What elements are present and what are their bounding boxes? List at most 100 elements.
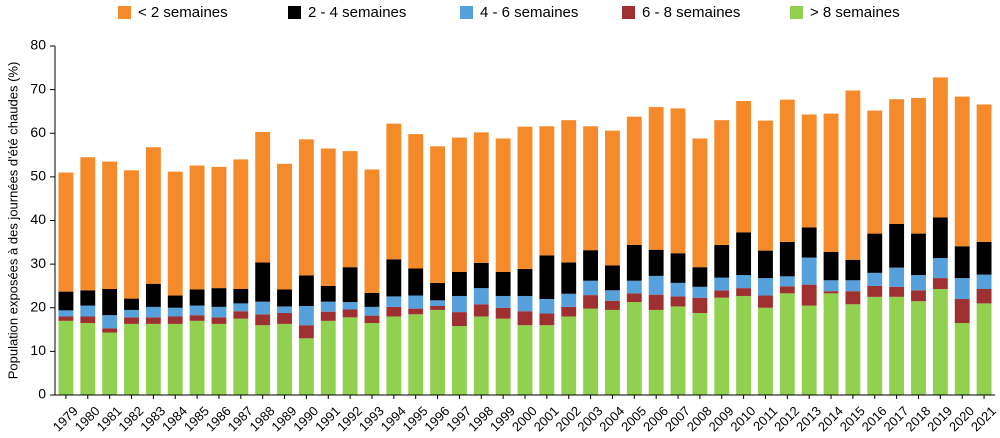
bar-segment-1989-s4 (277, 163, 292, 290)
bar-segment-2010-s3 (736, 232, 752, 276)
bar-segment-1995-s2 (408, 295, 424, 309)
y-tick-label-80: 80 (30, 37, 46, 53)
bar-segment-2018-s3 (911, 233, 926, 276)
bar-segment-2014-s0 (823, 293, 839, 395)
bar-segment-1979-s3 (58, 291, 74, 311)
bar-segment-2003-s3 (583, 250, 599, 281)
bar-segment-2018-s0 (911, 301, 926, 395)
bar-segment-2020-s1 (954, 299, 970, 324)
legend-label-s3: 2 - 4 semaines (308, 4, 406, 21)
bar-segment-1983-s1 (145, 317, 161, 324)
bar-segment-1998-s1 (473, 304, 489, 317)
bar-segment-2000-s2 (517, 295, 533, 312)
bar-segment-1999-s3 (495, 271, 511, 296)
bar-segment-1982-s3 (124, 298, 139, 310)
bar-segment-1993-s2 (364, 306, 380, 316)
bar-segment-1989-s1 (277, 312, 292, 324)
bar-segment-2011-s2 (758, 278, 773, 296)
y-tick-label-40: 40 (30, 211, 46, 227)
bar-segment-2001-s4 (539, 126, 555, 256)
bar-segment-2015-s1 (845, 291, 861, 305)
bar-segment-1989-s2 (277, 306, 292, 313)
bar-segment-2011-s0 (758, 307, 773, 395)
bar-segment-2011-s4 (758, 120, 773, 251)
bar-segment-2019-s4 (932, 77, 948, 218)
bar-segment-1993-s4 (364, 169, 380, 293)
bar-segment-1991-s1 (320, 311, 336, 321)
bar-segment-2017-s3 (889, 223, 905, 268)
bar-segment-1987-s2 (233, 303, 249, 312)
bar-segment-2008-s2 (692, 286, 708, 298)
bar-segment-2007-s4 (670, 108, 686, 254)
bar-segment-1996-s4 (430, 146, 445, 283)
bar-segment-1995-s1 (408, 308, 424, 315)
y-tick-label-30: 30 (30, 255, 46, 271)
bar-segment-1993-s1 (364, 315, 380, 324)
bar-segment-2012-s3 (779, 241, 795, 277)
bar-segment-2021-s2 (976, 274, 992, 289)
bar-segment-2001-s1 (539, 313, 555, 326)
bar-segment-1981-s1 (102, 328, 118, 333)
bar-segment-1995-s3 (408, 268, 424, 296)
legend: < 2 semaines 2 - 4 semaines 4 - 6 semaines… (118, 4, 900, 21)
bar-segment-1990-s1 (298, 325, 314, 339)
bar-segment-2020-s4 (954, 96, 970, 247)
bar-segment-1991-s0 (320, 320, 336, 395)
bar-segment-2021-s0 (976, 303, 992, 395)
bar-segment-1991-s3 (320, 285, 336, 302)
bar-segment-2016-s1 (867, 285, 883, 297)
bar-segment-1987-s4 (233, 159, 249, 289)
y-tick-label-50: 50 (30, 168, 46, 184)
bar-segment-2002-s3 (561, 262, 577, 294)
bar-segment-1979-s1 (58, 316, 74, 321)
bar-segment-1984-s4 (167, 171, 183, 296)
bar-segment-1995-s0 (408, 314, 424, 395)
bar-segment-2007-s2 (670, 282, 686, 297)
bar-segment-2003-s4 (583, 126, 599, 251)
bar-segment-2006-s3 (648, 249, 664, 276)
bar-segment-1990-s0 (298, 338, 314, 395)
bar-segment-2017-s1 (889, 286, 905, 297)
bar-segment-2019-s2 (932, 258, 948, 279)
bar-segment-1979-s4 (58, 172, 74, 292)
legend-label-s4: < 2 semaines (138, 4, 228, 21)
bar-segment-1990-s3 (298, 275, 314, 307)
bar-segment-1996-s2 (430, 300, 445, 306)
bar-segment-1983-s3 (145, 283, 161, 307)
bar-segment-2019-s0 (932, 288, 948, 395)
bar-segment-1996-s0 (430, 309, 445, 395)
bar-segment-2013-s1 (801, 284, 817, 306)
bar-segment-2016-s4 (867, 110, 883, 234)
bar-segment-2015-s2 (845, 280, 861, 292)
bar-segment-1985-s2 (189, 305, 205, 316)
bar-segment-2006-s0 (648, 309, 664, 395)
y-tick-label-0: 0 (38, 386, 46, 402)
bar-segment-1999-s2 (495, 295, 511, 308)
bar-segment-1980-s3 (80, 290, 96, 306)
bar-segment-2002-s2 (561, 293, 577, 307)
bar-segment-2005-s2 (626, 280, 642, 294)
bar-segment-2016-s2 (867, 272, 883, 286)
bar-segment-1993-s0 (364, 323, 380, 395)
legend-swatch-s3 (288, 6, 301, 19)
bar-segment-1982-s4 (124, 170, 139, 299)
bar-segment-1992-s0 (342, 317, 358, 395)
bar-segment-1986-s1 (211, 317, 227, 324)
bar-segment-2016-s0 (867, 296, 883, 395)
bar-segment-1984-s3 (167, 295, 183, 308)
bar-segment-1979-s2 (58, 310, 74, 317)
bar-segment-1988-s0 (255, 325, 271, 395)
legend-swatch-s1 (622, 6, 635, 19)
bar-segment-2003-s2 (583, 280, 599, 296)
bar-segment-1999-s4 (495, 138, 511, 272)
bar-segment-1996-s3 (430, 282, 445, 301)
bar-segment-1987-s0 (233, 318, 249, 395)
bar-segment-1985-s3 (189, 289, 205, 306)
y-tick-label-60: 60 (30, 124, 46, 140)
x-tick-label-2021: 2021 (968, 403, 999, 433)
bar-segment-2018-s1 (911, 290, 926, 302)
bar-segment-2017-s0 (889, 296, 905, 395)
bar-segment-1982-s2 (124, 309, 139, 318)
bar-segment-1982-s1 (124, 317, 139, 324)
